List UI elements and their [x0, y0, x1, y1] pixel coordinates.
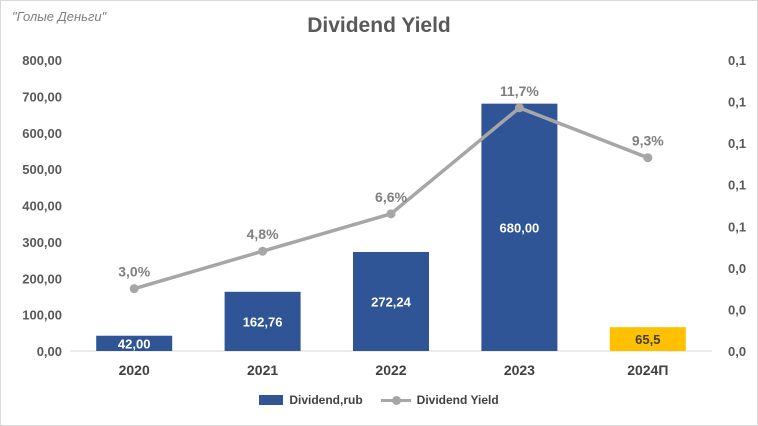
legend-item-dividend[interactable]: Dividend,rub [259, 393, 363, 407]
y-left-tick-label: 0,00 [37, 344, 62, 359]
bar-2024П [609, 327, 686, 351]
y-left-tick-label: 800,00 [22, 53, 62, 68]
y-left-tick-label: 200,00 [22, 271, 62, 286]
bar-value-label: 65,5 [635, 332, 660, 347]
bar-value-label: 272,24 [371, 294, 412, 309]
yield-point-label: 3,0% [118, 264, 150, 280]
bar-2022 [353, 251, 429, 351]
bar-value-label: 680,00 [500, 220, 540, 235]
yield-point-2024П [643, 153, 653, 163]
watermark: "Голые Деньги" [12, 9, 107, 24]
y-left-tick-label: 300,00 [22, 235, 62, 250]
y-right-tick-label: 0,1 [728, 219, 746, 234]
yield-point-label: 11,7% [500, 83, 539, 99]
legend: Dividend,rub Dividend Yield [0, 393, 758, 407]
legend-bar-swatch [259, 395, 284, 405]
x-tick-label: 2021 [247, 362, 278, 378]
chart-title: Dividend Yield [307, 14, 451, 37]
y-right-tick-label: 0,1 [728, 178, 746, 193]
y-left-tick-label: 700,00 [22, 89, 62, 104]
legend-line-swatch [380, 395, 411, 405]
x-tick-label: 2024П [627, 362, 668, 378]
yield-point-2022 [386, 209, 396, 219]
x-tick-label: 2020 [119, 362, 150, 378]
yield-point-label: 4,8% [247, 226, 279, 242]
bar-2021 [224, 291, 301, 351]
y-left-tick-label: 500,00 [22, 162, 62, 177]
bar-value-label: 42,00 [118, 336, 151, 351]
y-left-tick-label: 400,00 [22, 199, 62, 214]
bar-value-label: 162,76 [243, 314, 283, 329]
legend-item-yield[interactable]: Dividend Yield [380, 393, 499, 407]
yield-point-2021 [258, 246, 268, 256]
yield-point-label: 9,3% [632, 133, 664, 149]
y-right-tick-label: 0,1 [728, 136, 746, 151]
x-tick-label: 2023 [504, 362, 535, 378]
legend-label-dividend: Dividend,rub [289, 393, 363, 407]
y-right-tick-label: 0,0 [728, 302, 746, 317]
y-right-tick-label: 0,1 [728, 95, 746, 110]
bar-2023 [481, 103, 558, 352]
x-tick-label: 2022 [375, 362, 406, 378]
yield-point-label: 6,6% [375, 189, 407, 205]
y-left-tick-label: 100,00 [22, 308, 62, 323]
y-right-tick-label: 0,1 [728, 53, 746, 68]
yield-point-2023 [514, 103, 524, 113]
y-right-tick-label: 0,0 [728, 344, 746, 359]
y-left-tick-label: 600,00 [22, 126, 62, 141]
bar-2020 [96, 335, 173, 351]
yield-point-2020 [129, 284, 139, 294]
y-right-tick-label: 0,0 [728, 261, 746, 276]
legend-label-yield: Dividend Yield [416, 393, 499, 407]
